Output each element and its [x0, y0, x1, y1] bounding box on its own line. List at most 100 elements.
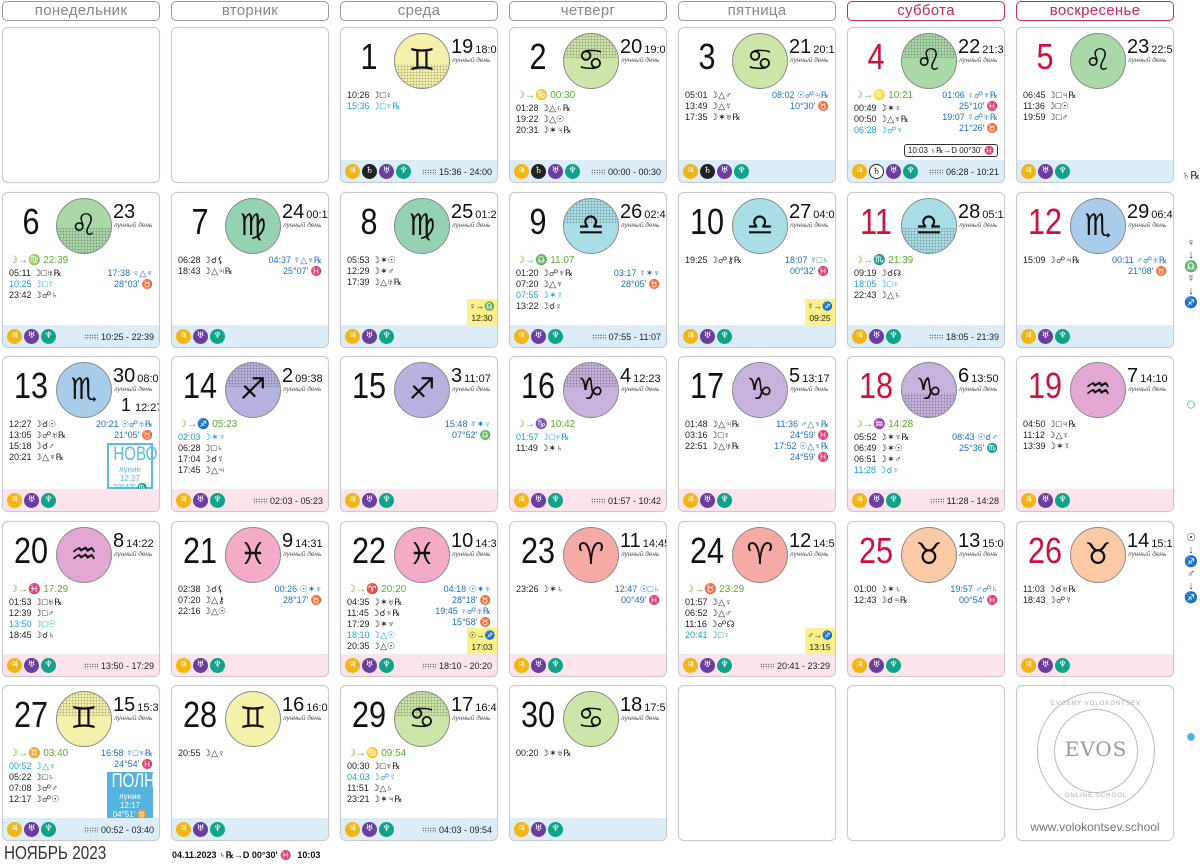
aspect-row: 01:00 ☽✶♄ [854, 584, 908, 595]
aspect-time: 04:35 [347, 596, 370, 607]
retrograde-planets: ♃ ♅ ♆ [1021, 328, 1070, 344]
aspect-time: 23:42 [9, 289, 32, 300]
aspect-symbols: ☽☍♂ [34, 783, 58, 793]
lunar-day-label: лунный день [114, 715, 153, 722]
aspect-symbols: ☽□♃℞ [1048, 419, 1077, 429]
day-cell[interactable]: 17 ♑︎ 5 13:17 лунный день 01:48 ☽△♃℞ 03:16 ☽□♀… [678, 356, 836, 512]
day-cell[interactable]: 19 ♒︎ 7 14:10 лунный день 04:50 ☽□♃℞ 11:12 ☽△♀… [1016, 356, 1174, 512]
day-cell[interactable]: 14 ♐︎ 2 09:38 лунный день ☽→♐ 05:23 02:03 ☽✶♆ 0… [171, 356, 329, 512]
aspect-symbols: ☽□☉ [34, 618, 56, 629]
aspect-time: 06:28 [854, 125, 877, 135]
lunar-day-time: 20:13 [813, 44, 835, 56]
neptune-icon: ♆ [1055, 657, 1070, 673]
planet-aspect-list: 20:21 ☉☍♅℞ 21°05' ♉ [96, 419, 153, 441]
day-cell[interactable]: 20 ♒︎ 8 14:22 лунный день ☽→♓ 17:29 01:53 ☽□♅℞… [2, 520, 160, 677]
lunar-day-label: лунный день [621, 221, 660, 229]
moon-phase-position: 04°51' ♊ [112, 810, 148, 819]
aspect-time: 06:52 [685, 607, 708, 618]
retrograde-planets: ♃ ♄ ♅ ♆ [852, 164, 918, 179]
aspect-row: 05:53 ☽✶☉ [347, 255, 402, 266]
lunar-day-label: лунный день [790, 57, 829, 64]
day-cell[interactable]: 18 ♑︎ 6 13:50 лунный день ☽→♒ 14:28 05:52 ☽✶♆℞… [847, 356, 1005, 512]
day-cell[interactable]: 15 ♐︎ 3 11:07 лунный день 15:48 ☿✶♀ 07°52' ♎ ♃ ♅… [340, 356, 498, 512]
lunar-day-time: 15:01 [982, 537, 1004, 550]
aspect-symbols: ☽✶♄ [541, 583, 564, 594]
aspect-time: 00:49 [854, 103, 877, 113]
aspect-time: 10:25 [9, 278, 32, 289]
aspect-time: 06:28 [178, 254, 201, 265]
lunar-day-number: 24 [282, 200, 305, 223]
empty-day-cell: EVGENY VOLOKONTSEV EVOS ONLINE SCHOOL www.v… [1016, 685, 1174, 841]
neptune-icon: ♆ [379, 328, 394, 344]
aspect-time: 13:49 [685, 101, 708, 111]
lunar-day-time: 13:17 [802, 373, 830, 385]
void-of-course-time: 00:52 - 03:40 [84, 825, 154, 835]
void-of-course-time: 00:00 - 00:30 [591, 167, 661, 177]
uranus-icon: ♅ [869, 493, 884, 508]
lunar-day-label: лунный день [452, 550, 491, 558]
aspect-row: 11:12 ☽△♀ [1023, 430, 1076, 441]
aspect-row: 01:48 ☽△♃℞ [685, 419, 740, 430]
void-hatch [564, 198, 618, 223]
planet-aspect-list: 16:58 ☿□♆℞ 24°54' ♓ [101, 748, 153, 770]
aspect-symbols: ☽△♄ [371, 783, 394, 793]
day-cell[interactable]: 6 ♌︎ 23 лунный день ☽→♍ 22:39 05:11 ☽□♅℞ 10:25… [2, 191, 160, 348]
planet-aspect-row: 00:11 ♂☍♅℞ [1111, 254, 1167, 265]
neptune-icon: ♆ [717, 328, 732, 344]
lunar-day: 4 12:23 [620, 365, 661, 388]
lunar-day-label: лунный день [452, 221, 491, 229]
moon-sign-virgo: ♍︎ [225, 197, 281, 254]
jupiter-icon: ♃ [176, 328, 191, 344]
day-footer-band: ♃ ♅ ♆ 02:03 - 05:23 [172, 489, 328, 511]
day-cell[interactable]: 21 ♓︎ 9 14:31 лунный день 02:38 ☽☌⚸ 07:20 ☽△⚷ 2… [171, 520, 329, 677]
void-hatch [902, 392, 956, 417]
neptune-icon: ♆ [717, 493, 732, 508]
uranus-icon: ♅ [1038, 657, 1053, 673]
day-cell[interactable]: 16 ♑︎ 4 12:23 лунный день ☽→♑ 10:42 01:57 ☽□♆℞… [509, 356, 667, 512]
aspect-list: 04:50 ☽□♃℞ 11:12 ☽△♀ 13:39 ☽✶☿ [1023, 419, 1076, 452]
aquarius-icon: ♒︎ [70, 536, 98, 572]
aspect-symbols: ☽☌♅℞ [1047, 583, 1077, 594]
day-number: 8 [360, 200, 378, 242]
side-marker-line: ♐ [1184, 297, 1198, 309]
day-number: 24 [689, 529, 725, 571]
aspect-row: 07:20 ☽△♆ [516, 279, 573, 290]
day-footer-band: ♃ ♅ ♆ 00:52 - 03:40 [3, 818, 159, 840]
jupiter-icon: ♃ [7, 822, 22, 837]
aspect-list: 06:45 ☽□♃℞ 11:36 ☽□☉ 19:59 ☽□♂ [1023, 90, 1076, 123]
planet-aspect-list: 17:38 ♀△♆ 28°03' ♉ [108, 268, 153, 290]
aspect-list: 11:03 ☽☌♅℞ 18:43 ☽☍☿ [1023, 584, 1076, 606]
aspect-time: 00:30 [347, 761, 370, 771]
school-url-link[interactable]: www.volokontsev.school [1030, 820, 1160, 834]
aspect-symbols: ☽☌☿ [203, 454, 224, 464]
retrograde-planets: ♃ ♅ ♆ [7, 328, 56, 344]
aspect-time: 06:45 [1023, 90, 1046, 100]
day-footer-band: ♃ ♅ ♆ [848, 653, 1004, 676]
aspect-row: 05:11 ☽□♅℞ [9, 268, 62, 279]
aspect-time: 18:43 [1023, 594, 1046, 605]
aspect-time: 18:43 [178, 265, 201, 276]
